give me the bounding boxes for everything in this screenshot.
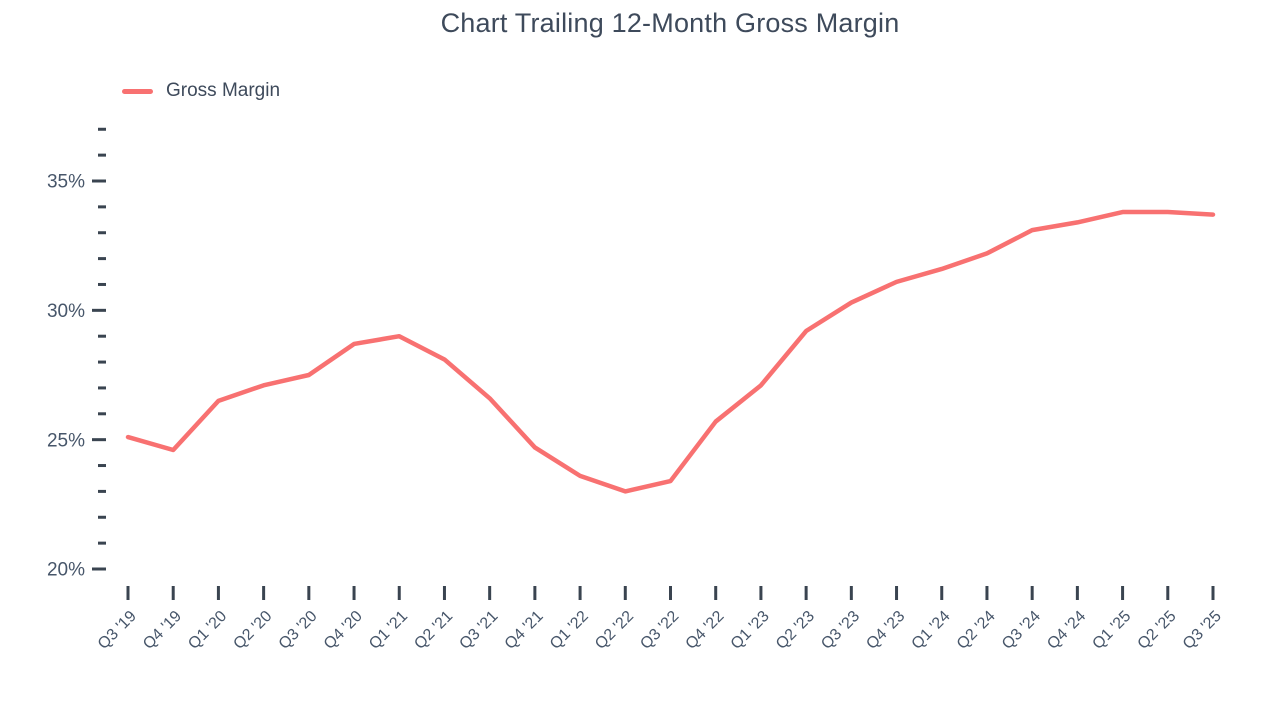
- legend-label: Gross Margin: [166, 80, 281, 101]
- x-axis-label: Q4 '20: [321, 608, 366, 653]
- x-axis-label: Q3 '22: [637, 608, 682, 653]
- y-axis-label: 30%: [47, 301, 85, 322]
- chart-title: Chart Trailing 12-Month Gross Margin: [440, 8, 900, 38]
- x-axis-label: Q3 '24: [999, 608, 1044, 653]
- x-axis-label: Q1 '20: [185, 608, 230, 653]
- x-axis-label: Q4 '24: [1044, 608, 1089, 653]
- x-axis-label: Q2 '23: [773, 608, 818, 653]
- y-axis-label: 25%: [47, 430, 85, 451]
- x-axis-label: Q4 '22: [683, 608, 728, 653]
- x-axis-label: Q1 '23: [728, 608, 773, 653]
- x-axis-label: Q2 '24: [954, 608, 999, 653]
- series-line-gross-margin: [125, 209, 1216, 494]
- x-axis-label: Q2 '25: [1135, 608, 1180, 653]
- y-axis-label: 35%: [47, 172, 85, 193]
- x-axis-label: Q2 '22: [592, 608, 637, 653]
- x-axis-label: Q4 '23: [863, 608, 908, 653]
- y-axis-label: 20%: [47, 560, 85, 581]
- x-axis-label: Q1 '24: [909, 608, 954, 653]
- x-axis-label: Q3 '23: [818, 608, 863, 653]
- x-axis-label: Q3 '20: [276, 608, 321, 653]
- x-axis-label: Q3 '25: [1180, 608, 1225, 653]
- x-axis-label: Q1 '25: [1089, 608, 1134, 653]
- x-axis-label: Q3 '19: [95, 608, 140, 653]
- legend-swatch: [122, 88, 153, 94]
- x-axis-label: Q3 '21: [456, 608, 501, 653]
- x-axis-label: Q2 '21: [411, 608, 456, 653]
- x-axis-label: Q4 '21: [502, 608, 547, 653]
- legend: Gross Margin: [122, 80, 280, 102]
- x-axis-label: Q2 '20: [230, 608, 275, 653]
- legend-item-gross-margin[interactable]: Gross Margin: [122, 80, 280, 102]
- x-axis-label: Q4 '19: [140, 608, 185, 653]
- x-axis-label: Q1 '22: [547, 608, 592, 653]
- x-axis-label: Q1 '21: [366, 608, 411, 653]
